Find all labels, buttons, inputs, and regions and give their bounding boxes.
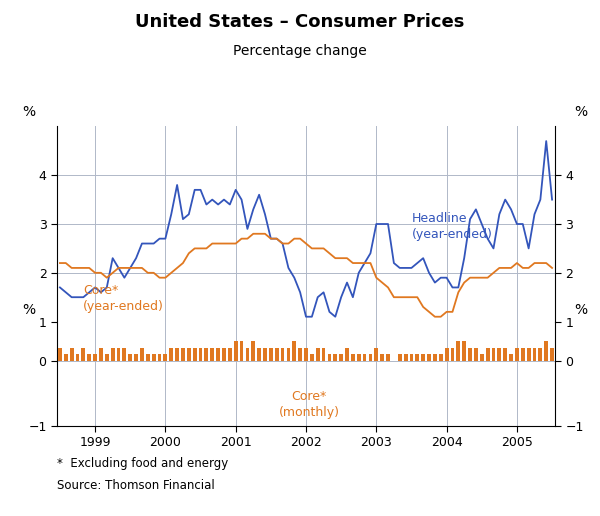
Bar: [58, 348, 62, 361]
Bar: [292, 341, 296, 361]
Bar: [544, 341, 548, 361]
Bar: [146, 354, 150, 361]
Bar: [269, 348, 273, 361]
Bar: [93, 354, 97, 361]
Bar: [334, 354, 337, 361]
Bar: [122, 348, 126, 361]
Bar: [538, 348, 542, 361]
Text: Headline
(year-ended): Headline (year-ended): [412, 212, 493, 241]
Bar: [351, 354, 355, 361]
Bar: [457, 341, 460, 361]
Bar: [374, 348, 378, 361]
Bar: [527, 348, 530, 361]
Text: Percentage change: Percentage change: [233, 44, 367, 58]
Bar: [99, 348, 103, 361]
Bar: [439, 354, 443, 361]
Bar: [234, 341, 238, 361]
Bar: [445, 348, 449, 361]
Bar: [521, 348, 524, 361]
Bar: [275, 348, 278, 361]
Bar: [486, 348, 490, 361]
Bar: [357, 354, 361, 361]
Bar: [245, 348, 250, 361]
Bar: [491, 348, 496, 361]
Text: %: %: [22, 303, 35, 317]
Bar: [503, 348, 507, 361]
Bar: [410, 354, 413, 361]
Bar: [398, 354, 401, 361]
Bar: [175, 348, 179, 361]
Bar: [228, 348, 232, 361]
Bar: [345, 348, 349, 361]
Bar: [362, 354, 367, 361]
Bar: [316, 348, 320, 361]
Bar: [287, 348, 290, 361]
Text: %: %: [574, 105, 587, 119]
Text: Source: Thomson Financial: Source: Thomson Financial: [57, 479, 215, 492]
Bar: [298, 348, 302, 361]
Bar: [239, 341, 244, 361]
Bar: [368, 354, 373, 361]
Bar: [205, 348, 208, 361]
Bar: [222, 348, 226, 361]
Bar: [187, 348, 191, 361]
Bar: [216, 348, 220, 361]
Bar: [497, 348, 501, 361]
Bar: [433, 354, 437, 361]
Bar: [163, 354, 167, 361]
Bar: [134, 354, 138, 361]
Bar: [70, 348, 74, 361]
Bar: [328, 354, 331, 361]
Bar: [263, 348, 267, 361]
Bar: [158, 354, 161, 361]
Bar: [281, 348, 284, 361]
Bar: [451, 348, 454, 361]
Bar: [257, 348, 261, 361]
Bar: [181, 348, 185, 361]
Text: Core*
(monthly): Core* (monthly): [278, 390, 340, 419]
Bar: [474, 348, 478, 361]
Bar: [82, 348, 85, 361]
Text: %: %: [22, 105, 35, 119]
Bar: [468, 348, 472, 361]
Bar: [415, 354, 419, 361]
Bar: [140, 348, 144, 361]
Bar: [322, 348, 325, 361]
Bar: [199, 348, 202, 361]
Bar: [211, 348, 214, 361]
Bar: [509, 354, 513, 361]
Text: %: %: [574, 303, 587, 317]
Bar: [515, 348, 519, 361]
Bar: [128, 354, 132, 361]
Bar: [152, 354, 155, 361]
Bar: [427, 354, 431, 361]
Bar: [169, 348, 173, 361]
Bar: [304, 348, 308, 361]
Bar: [462, 341, 466, 361]
Bar: [193, 348, 197, 361]
Bar: [533, 348, 536, 361]
Text: Core*
(year-ended): Core* (year-ended): [83, 283, 164, 313]
Bar: [550, 348, 554, 361]
Bar: [116, 348, 121, 361]
Bar: [88, 354, 91, 361]
Text: United States – Consumer Prices: United States – Consumer Prices: [136, 13, 464, 31]
Bar: [404, 354, 407, 361]
Bar: [310, 354, 314, 361]
Bar: [380, 354, 384, 361]
Bar: [111, 348, 115, 361]
Bar: [421, 354, 425, 361]
Bar: [339, 354, 343, 361]
Bar: [64, 354, 68, 361]
Bar: [386, 354, 390, 361]
Text: *  Excluding food and energy: * Excluding food and energy: [57, 457, 228, 470]
Bar: [76, 354, 79, 361]
Bar: [480, 354, 484, 361]
Bar: [105, 354, 109, 361]
Bar: [251, 341, 255, 361]
